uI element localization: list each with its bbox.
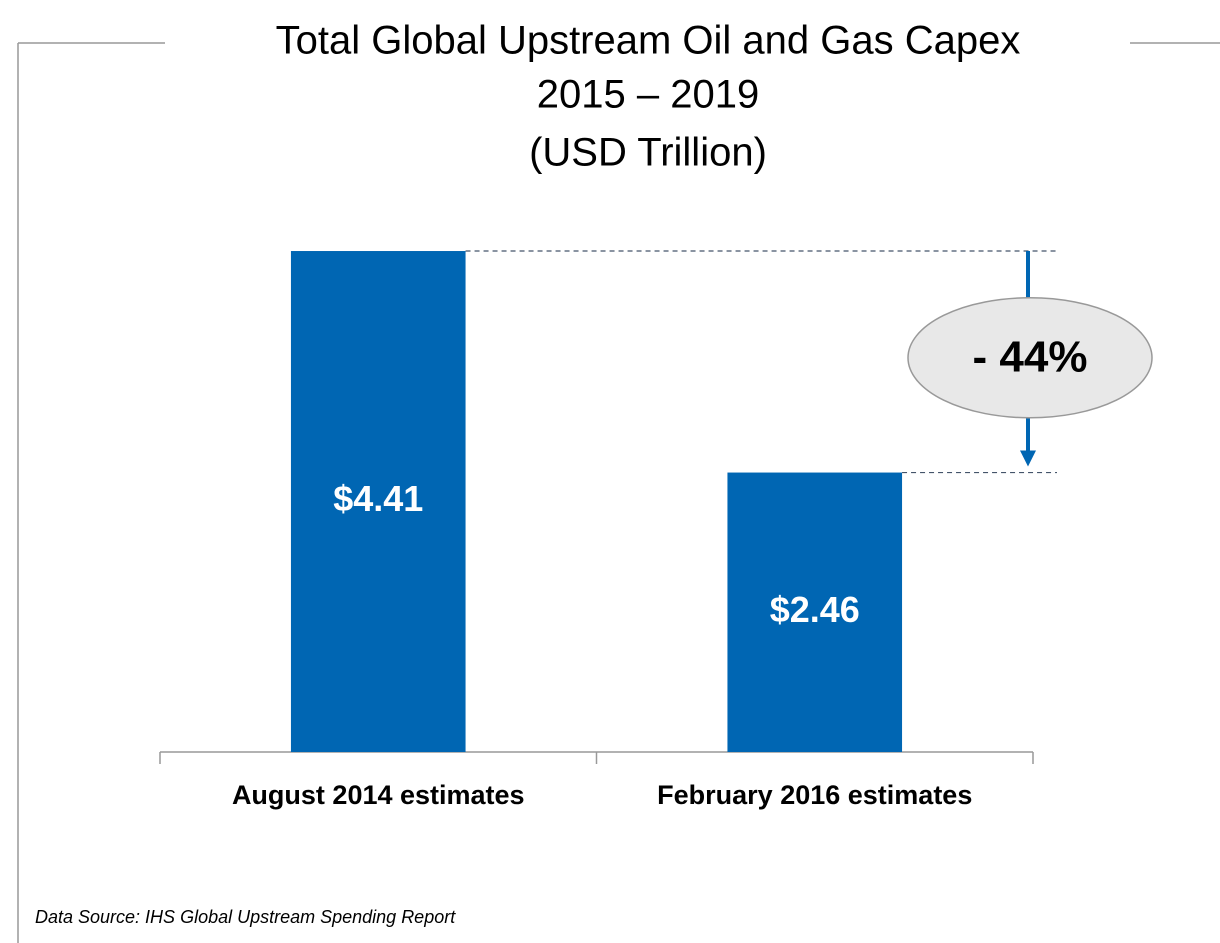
annotation: - 44% (973, 332, 1088, 381)
annotation-bubble (907, 297, 1153, 419)
chart-title: 2015 – 2019 (537, 73, 759, 117)
chart-title: (USD Trillion) (529, 131, 767, 175)
chart-title: Total Global Upstream Oil and Gas Capex (276, 19, 1021, 63)
x-tick-label: August 2014 estimates (232, 780, 525, 810)
x-tick-label: February 2016 estimates (657, 780, 972, 810)
arrow-head (1020, 450, 1036, 467)
bar (727, 472, 903, 752)
bar (290, 251, 466, 753)
value-label: $2.46 (770, 589, 860, 630)
value-label: $4.41 (333, 478, 423, 519)
source: Data Source: IHS Global Upstream Spendin… (35, 907, 456, 927)
